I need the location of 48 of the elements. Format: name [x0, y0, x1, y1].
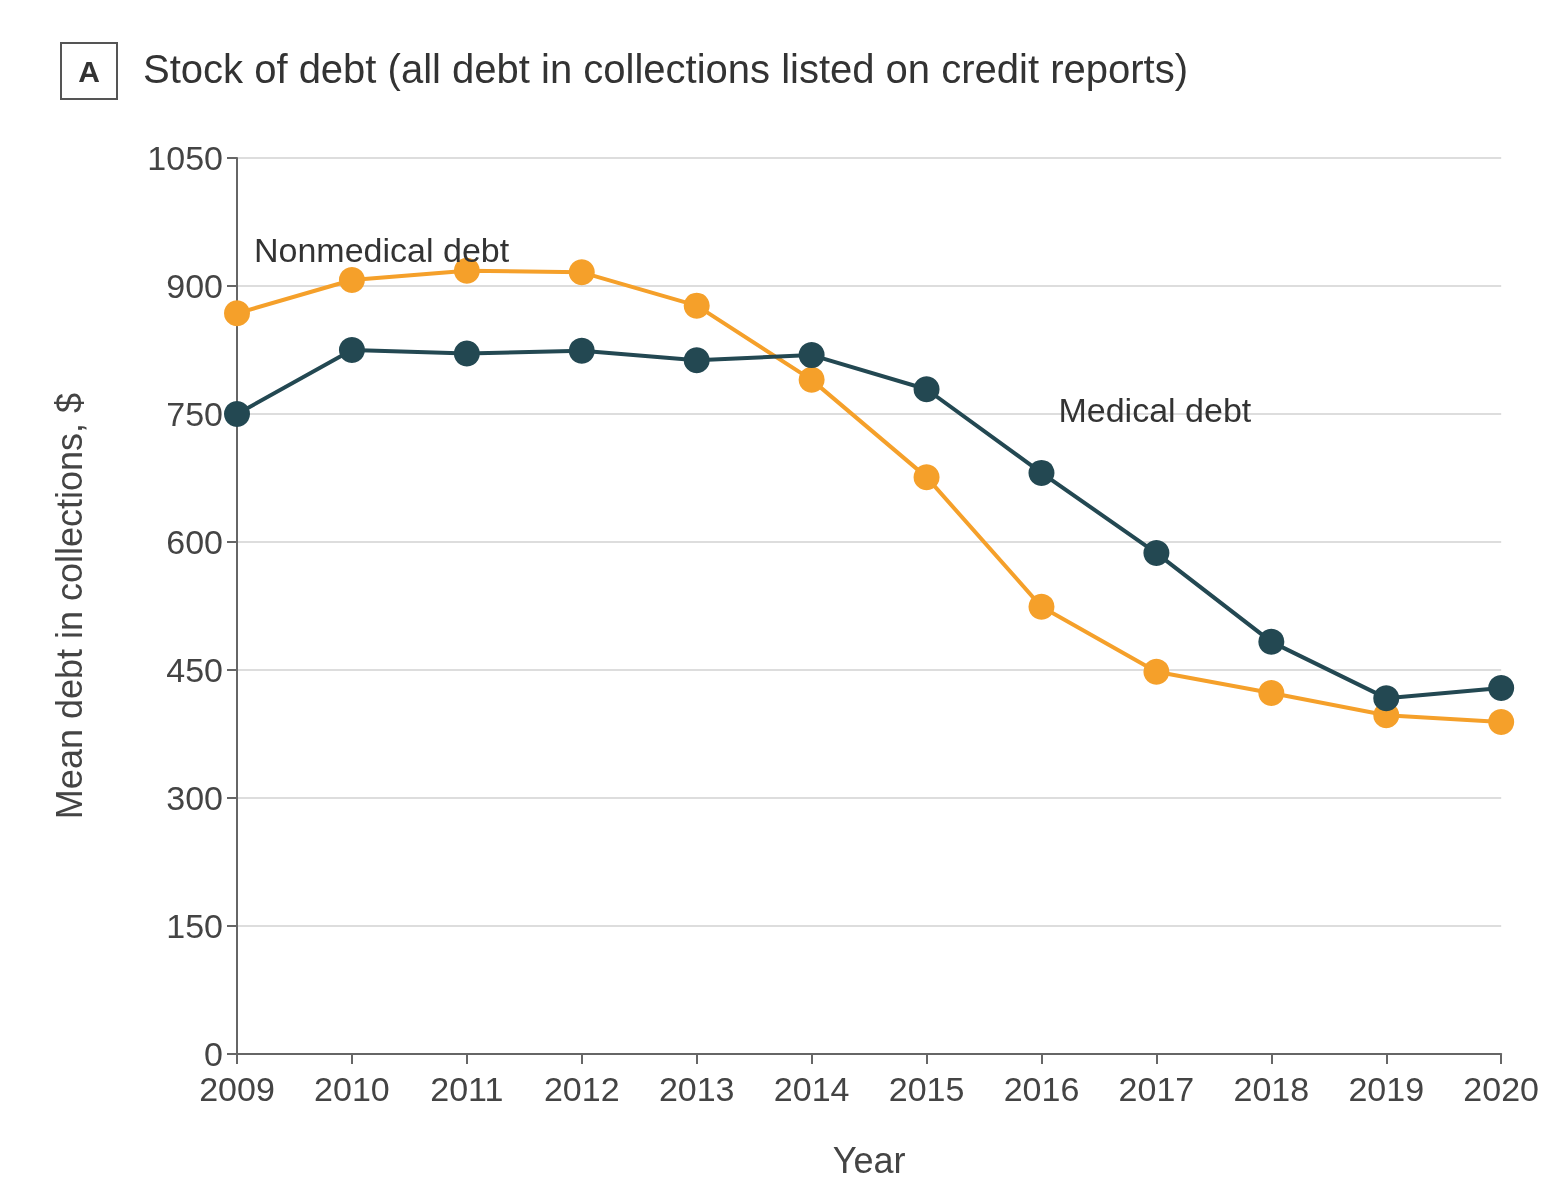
point: [224, 300, 250, 327]
point: [568, 337, 595, 364]
point: [1028, 459, 1055, 486]
point: [1373, 685, 1400, 712]
chart-title: Stock of debt (all debt in collections listed on credit reports): [143, 47, 1188, 91]
point: [224, 401, 250, 427]
x-tick-label: 2012: [543, 1070, 620, 1108]
point: [1258, 680, 1285, 707]
point: [1488, 709, 1515, 736]
x-tick-label: 2016: [1003, 1070, 1080, 1108]
y-tick-label: 750: [166, 395, 223, 433]
x-tick-label: 2010: [314, 1070, 390, 1108]
x-tick-label: 2018: [1233, 1070, 1310, 1108]
x-tick-label: 2013: [658, 1070, 735, 1108]
point: [683, 347, 710, 374]
series-label: Nonmedical debt: [254, 231, 510, 270]
point: [798, 342, 825, 369]
x-tick-label: 2019: [1348, 1070, 1425, 1108]
y-tick-label: 0: [204, 1035, 223, 1073]
y-tick-label: 1050: [147, 139, 223, 177]
point: [1028, 593, 1055, 620]
point: [1488, 674, 1515, 701]
x-tick-label: 2017: [1118, 1070, 1195, 1108]
point: [338, 267, 365, 294]
series-label: Medical debt: [1058, 390, 1252, 429]
x-tick-label: 2011: [430, 1070, 504, 1108]
y-tick-label: 450: [166, 651, 223, 689]
point: [453, 340, 480, 367]
point: [683, 292, 710, 319]
point: [1258, 628, 1285, 655]
x-axis-title: Year: [832, 1139, 906, 1181]
x-tick-label: 2009: [199, 1070, 275, 1108]
y-tick-label: 600: [166, 523, 223, 561]
x-tick-label: 2020: [1463, 1070, 1539, 1108]
point: [913, 376, 940, 403]
point: [798, 366, 825, 393]
y-axis-title: Mean debt in collections, $: [48, 392, 90, 820]
point: [568, 259, 595, 286]
x-tick-label: 2014: [773, 1070, 850, 1108]
point: [1143, 540, 1170, 567]
point: [913, 464, 940, 491]
text: A: [78, 54, 100, 88]
x-tick-label: 2015: [888, 1070, 965, 1108]
y-tick-label: 300: [166, 779, 223, 817]
point: [1143, 658, 1170, 685]
y-tick-label: 150: [166, 907, 223, 945]
y-tick-label: 900: [166, 267, 223, 305]
point: [338, 337, 365, 363]
